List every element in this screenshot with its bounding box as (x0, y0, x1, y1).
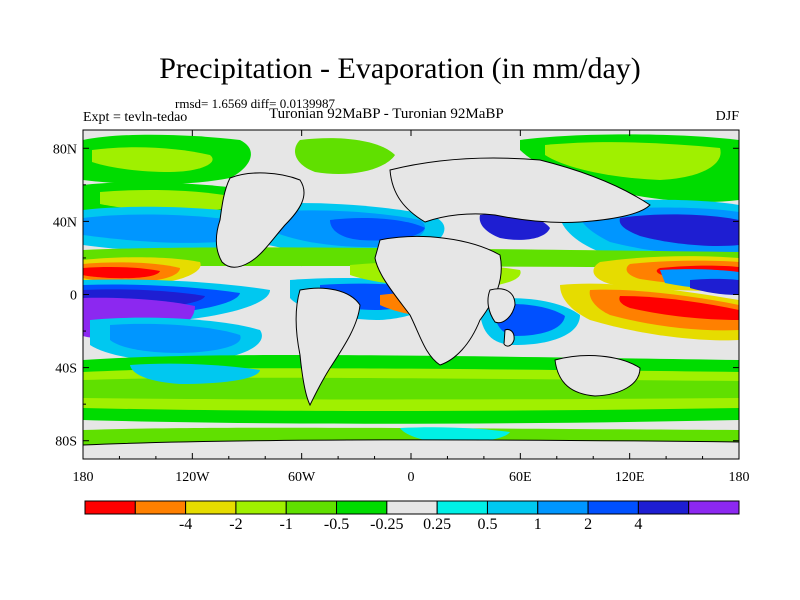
x-tick-label: 180 (729, 470, 750, 485)
contour-navy-east-pacific (690, 278, 739, 295)
colorbar-bin-aqua (436, 500, 488, 515)
colorbar-label: 1 (533, 516, 542, 533)
island-madagascar (503, 329, 515, 347)
colorbar-label: -2 (229, 516, 243, 533)
contour-red-pacific-west (83, 267, 160, 279)
continent-africa (374, 236, 502, 366)
stats-text: rmsd= 1.6569 diff= 0.0139987 (175, 96, 335, 111)
x-tick-label: 60W (288, 470, 316, 485)
contour-blue-atlantic-core (330, 217, 425, 241)
colorbar-bin-red (84, 500, 136, 515)
colorbar-label: 0.5 (477, 516, 498, 533)
experiment-label: Expt = tevln-tedao (83, 110, 188, 125)
contour-green-north-atlantic (295, 138, 395, 175)
continent-eurasia (389, 157, 651, 224)
contour-navy-northpacific-storm (619, 214, 739, 246)
contour-lime-northam (100, 189, 236, 212)
x-tick-label: 120E (615, 470, 645, 485)
continent-antarctica (83, 439, 739, 459)
colorbar-bin-lightblue (537, 500, 589, 515)
x-tick-label: 180 (73, 470, 94, 485)
colorbar-bin-purple (688, 500, 740, 515)
y-tick-label: 80S (55, 435, 77, 450)
contour-red-spcz (619, 296, 739, 320)
contour-cyan-southern (130, 363, 260, 384)
colorbar-bin-green (285, 500, 338, 515)
continent-south-america (295, 287, 361, 407)
colorbar-label: 2 (584, 516, 593, 533)
contour-lime-arctic (92, 147, 213, 172)
colorbar-label: 4 (634, 516, 643, 533)
x-tick-label: 60E (509, 470, 532, 485)
colorbar-bin-brightgreen (336, 500, 388, 515)
colorbar-bin-cyan (486, 500, 539, 515)
y-tick-label: 80N (53, 142, 77, 157)
y-tick-label: 0 (70, 289, 77, 304)
x-tick-label: 120W (175, 470, 210, 485)
contour-lightblue-pacific-storm (83, 214, 252, 243)
colorbar-bin-yellow (185, 500, 237, 515)
colorbar-label: -0.25 (370, 516, 404, 533)
colorbar-label: -4 (178, 516, 193, 533)
continent-australia (554, 355, 641, 397)
colorbar-bin-blue (587, 500, 639, 515)
colorbar-label: 0.25 (423, 516, 452, 533)
colorbar-label: -1 (279, 516, 293, 533)
colorbar (84, 500, 740, 515)
continent-india (487, 288, 516, 324)
colorbar-bin-lime (235, 500, 287, 515)
experiment-names: Turonian 92MaBP - Turonian 92MaBP (269, 106, 504, 122)
colorbar-bin-orange (134, 500, 187, 515)
colorbar-label: -0.5 (323, 516, 350, 533)
contour-lime-siberia (545, 142, 721, 180)
axis-labels: 180 120W 60W 0 60E 120E 180 80N 40N 0 40S 80S (53, 142, 750, 485)
contour-lightblue-south-pacific (110, 323, 241, 353)
contour-cyan-antarctic (400, 427, 510, 444)
continent-north-america (216, 172, 305, 268)
axis-ticks (82, 130, 740, 459)
chart-title: Precipitation - Evaporation (in mm/day) (159, 52, 641, 85)
colorbar-bin-navy (637, 500, 690, 515)
colorbar-bin-gray (386, 500, 438, 515)
season-label: DJF (715, 109, 739, 124)
y-tick-label: 40S (55, 362, 77, 377)
y-tick-label: 40N (53, 215, 77, 230)
x-tick-label: 0 (408, 470, 415, 485)
